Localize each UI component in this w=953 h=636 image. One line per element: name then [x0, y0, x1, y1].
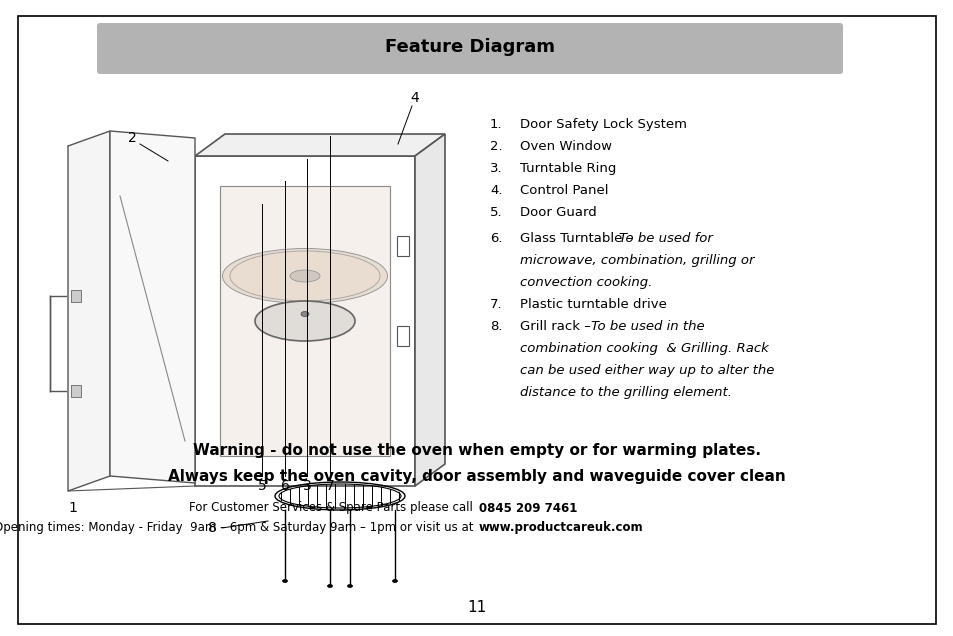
- Bar: [71, 385, 81, 397]
- Bar: [220, 186, 390, 456]
- Text: Feature Diagram: Feature Diagram: [385, 38, 555, 56]
- Polygon shape: [415, 134, 444, 486]
- Text: can be used either way up to alter the: can be used either way up to alter the: [519, 364, 774, 377]
- Text: To be used for: To be used for: [618, 232, 712, 245]
- Text: combination cooking  & Grilling. Rack: combination cooking & Grilling. Rack: [519, 342, 768, 355]
- Text: Door Safety Lock System: Door Safety Lock System: [519, 118, 686, 131]
- Ellipse shape: [392, 579, 397, 583]
- Ellipse shape: [327, 584, 333, 588]
- Ellipse shape: [254, 301, 355, 341]
- Text: Turntable Ring: Turntable Ring: [519, 162, 616, 175]
- Text: convection cooking.: convection cooking.: [519, 276, 652, 289]
- Text: Oven Window: Oven Window: [519, 140, 612, 153]
- Text: www.productcareuk.com: www.productcareuk.com: [478, 522, 643, 534]
- Text: For Customer Services & Spare Parts please call: For Customer Services & Spare Parts plea…: [190, 502, 476, 515]
- Ellipse shape: [282, 579, 287, 583]
- Bar: [71, 290, 81, 302]
- Text: Control Panel: Control Panel: [519, 184, 608, 197]
- Ellipse shape: [290, 270, 319, 282]
- Text: Plastic turntable drive: Plastic turntable drive: [519, 298, 666, 311]
- Text: 6: 6: [280, 479, 289, 493]
- Text: 4.: 4.: [490, 184, 502, 197]
- Bar: [396, 236, 409, 256]
- Text: 5: 5: [257, 479, 266, 493]
- Text: 2.: 2.: [490, 140, 502, 153]
- Text: 0845 209 7461: 0845 209 7461: [478, 502, 577, 515]
- Ellipse shape: [347, 584, 352, 588]
- Text: microwave, combination, grilling or: microwave, combination, grilling or: [519, 254, 754, 267]
- FancyBboxPatch shape: [97, 23, 842, 74]
- Text: Glass Turntable –: Glass Turntable –: [519, 232, 637, 245]
- Text: 7: 7: [325, 479, 334, 493]
- Polygon shape: [68, 131, 110, 491]
- Text: 11: 11: [467, 600, 486, 616]
- Text: 3.: 3.: [490, 162, 502, 175]
- Text: 1: 1: [69, 501, 77, 515]
- Text: 7.: 7.: [490, 298, 502, 311]
- Text: Grill rack –: Grill rack –: [519, 320, 595, 333]
- Ellipse shape: [301, 312, 309, 317]
- Polygon shape: [194, 134, 444, 156]
- Bar: [194, 156, 415, 486]
- Polygon shape: [110, 131, 194, 483]
- Bar: [396, 326, 409, 346]
- Text: To be used in the: To be used in the: [591, 320, 704, 333]
- Text: Opening times: Monday - Friday  9am – 6pm & Saturday 9am – 1pm or visit us at: Opening times: Monday - Friday 9am – 6pm…: [0, 522, 476, 534]
- Ellipse shape: [222, 249, 387, 303]
- Text: 8: 8: [208, 521, 216, 535]
- Text: 1.: 1.: [490, 118, 502, 131]
- Text: distance to the grilling element.: distance to the grilling element.: [519, 386, 731, 399]
- Text: 2: 2: [128, 131, 136, 145]
- Text: 8.: 8.: [490, 320, 502, 333]
- Text: 3: 3: [302, 479, 311, 493]
- Text: 4: 4: [410, 91, 419, 105]
- Text: 6.: 6.: [490, 232, 502, 245]
- Text: Always keep the oven cavity, door assembly and waveguide cover clean: Always keep the oven cavity, door assemb…: [168, 469, 785, 483]
- Text: 5.: 5.: [490, 206, 502, 219]
- Text: Door Guard: Door Guard: [519, 206, 597, 219]
- Text: Warning - do not use the oven when empty or for warming plates.: Warning - do not use the oven when empty…: [193, 443, 760, 459]
